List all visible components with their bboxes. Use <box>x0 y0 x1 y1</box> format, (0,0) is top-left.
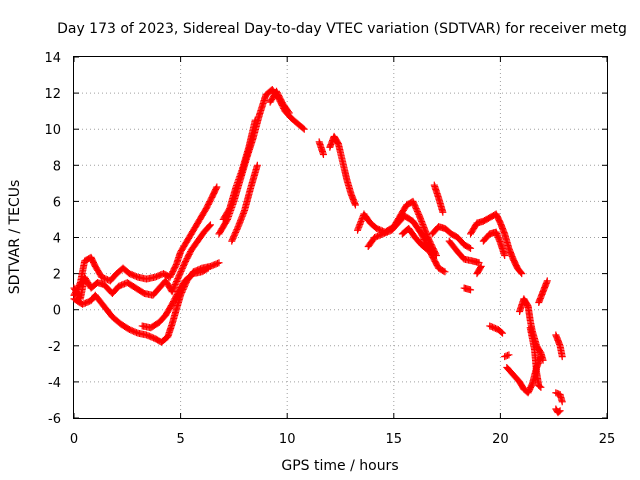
data-point <box>206 222 214 230</box>
data-point <box>501 252 509 260</box>
series-track-18 <box>479 228 509 260</box>
y-tick-label: 2 <box>53 268 61 283</box>
x-tick-label: 15 <box>386 432 403 447</box>
plot-frame <box>73 56 608 419</box>
data-point <box>477 264 485 272</box>
data-point <box>251 116 259 124</box>
axis-ticks: 0 5 10 15 20 25 -6 -4 -2 0 2 4 6 8 10 12 14 <box>44 51 615 447</box>
data-points <box>70 85 566 417</box>
data-point <box>543 277 551 285</box>
y-tick-label: 12 <box>44 87 61 102</box>
data-point <box>319 150 327 158</box>
y-tick-label: 0 <box>53 304 61 319</box>
x-tick-label: 0 <box>70 432 78 447</box>
series-track-20 <box>460 284 475 294</box>
x-tick-label: 10 <box>279 432 296 447</box>
series-track-26 <box>535 277 551 306</box>
series-track-5 <box>215 85 308 238</box>
series-track-10 <box>326 132 359 209</box>
data-point <box>424 246 432 254</box>
series-track-15 <box>430 181 447 216</box>
data-point <box>556 407 564 415</box>
data-point <box>440 267 448 275</box>
data-point <box>477 262 485 270</box>
data-point <box>203 265 211 273</box>
y-tick-label: -6 <box>48 412 61 427</box>
series-track-6 <box>219 116 259 223</box>
data-point <box>441 268 449 276</box>
data-point <box>467 244 475 252</box>
series-track-1 <box>70 183 221 299</box>
data-point <box>284 108 292 116</box>
data-point <box>214 259 222 267</box>
data-point <box>467 286 475 294</box>
series-track-29 <box>552 405 564 417</box>
data-point <box>555 408 563 416</box>
data-point <box>212 184 220 192</box>
series-track-8 <box>266 87 293 117</box>
data-point <box>439 208 447 216</box>
data-point <box>504 351 512 359</box>
series-track-21 <box>486 322 507 337</box>
data-point <box>465 244 473 252</box>
data-point <box>537 383 545 391</box>
series-track-14 <box>428 223 475 252</box>
data-point <box>497 328 505 336</box>
chart-title: Day 173 of 2023, Sidereal Day-to-day VTE… <box>57 21 627 37</box>
y-tick-label: -2 <box>48 340 61 355</box>
y-tick-label: 10 <box>44 123 61 138</box>
data-point <box>300 125 308 133</box>
data-point <box>253 161 261 169</box>
y-tick-label: 6 <box>53 195 61 210</box>
data-point <box>505 351 513 359</box>
series-track-13 <box>398 224 432 254</box>
data-point <box>536 382 544 390</box>
series-track-22 <box>501 351 513 361</box>
series-track-28 <box>552 389 566 406</box>
data-point <box>539 356 547 364</box>
y-tick-label: 8 <box>53 159 61 174</box>
series-track-4 <box>138 264 212 332</box>
series-track-7 <box>228 161 261 245</box>
data-point <box>206 221 214 229</box>
series-track-16 <box>445 237 483 267</box>
x-tick-label: 5 <box>176 432 184 447</box>
data-point <box>204 264 212 272</box>
data-point <box>517 269 525 277</box>
series-track-17 <box>467 210 526 278</box>
x-axis-label: GPS time / hours <box>281 458 398 474</box>
data-point <box>215 259 223 267</box>
data-point <box>299 124 307 132</box>
data-point <box>285 109 293 117</box>
series-track-25 <box>526 324 545 391</box>
series-track-12 <box>364 212 449 276</box>
data-point <box>475 259 483 267</box>
series-track-11 <box>354 197 440 260</box>
y-axis-label: SDTVAR / TECUs <box>7 180 23 295</box>
data-point <box>558 398 566 406</box>
series-track-19 <box>473 262 485 278</box>
data-point <box>351 201 359 209</box>
data-point <box>213 183 221 191</box>
data-point <box>423 245 431 253</box>
series-track-9 <box>315 138 327 158</box>
data-point <box>518 270 526 278</box>
data-point <box>558 353 566 361</box>
series-track-2 <box>70 221 214 303</box>
grid-lines <box>74 57 607 418</box>
series-track-27 <box>552 331 566 361</box>
y-tick-label: 14 <box>44 51 61 66</box>
x-tick-label: 20 <box>492 432 509 447</box>
y-tick-label: -4 <box>48 376 61 391</box>
x-tick-label: 25 <box>599 432 616 447</box>
y-tick-label: 4 <box>53 232 61 247</box>
data-point <box>499 329 507 337</box>
